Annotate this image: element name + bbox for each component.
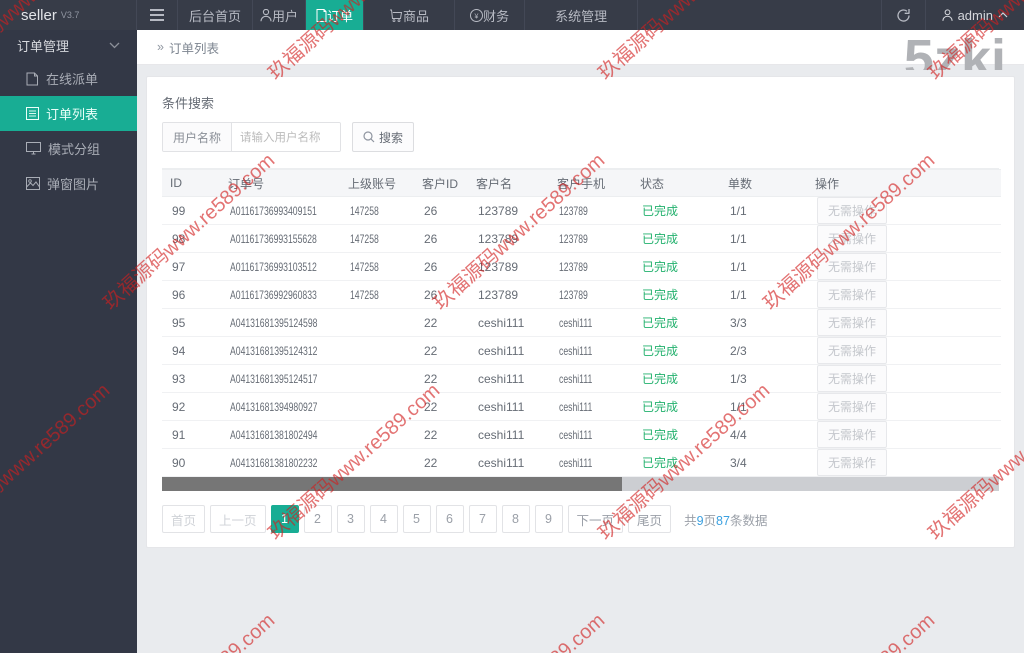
svg-text:¥: ¥	[475, 13, 479, 20]
